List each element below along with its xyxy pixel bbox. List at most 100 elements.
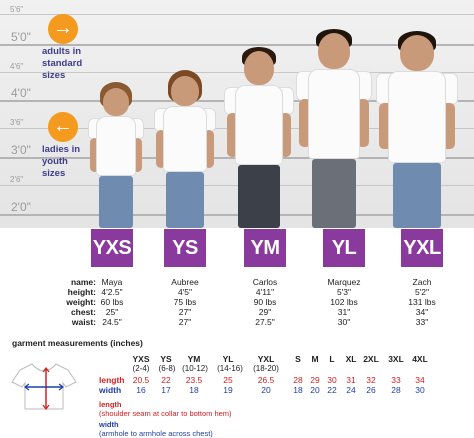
garment-width-value: 28 (391, 385, 401, 395)
garment-length-value: 22 (161, 375, 171, 385)
garment-size-header: 2XL (363, 354, 379, 364)
garment-width-value: 18 (189, 385, 199, 395)
garment-width-value: 16 (136, 385, 146, 395)
name-label: name: (70, 277, 96, 287)
model-waist: 27.5" (255, 317, 275, 327)
garment-size-range: (14-16) (217, 364, 243, 373)
width-row-label: width (99, 385, 122, 395)
scale-label: 3'0" (11, 143, 31, 157)
garment-size-header: XL (345, 354, 357, 364)
waist-label: waist: (71, 317, 96, 327)
model-waist: 27" (178, 317, 192, 327)
scale-label: 2'0" (11, 200, 31, 214)
model-photo-maya (86, 82, 146, 228)
garment-size-header: 3XL (388, 354, 404, 364)
garment-width-value: 19 (223, 385, 233, 395)
garment-size-range: (2-4) (132, 364, 150, 373)
garment-length-value: 25 (223, 375, 233, 385)
garment-size-header: M (311, 354, 319, 364)
model-name: Marquez (327, 277, 361, 287)
model-height: 4'2.5" (101, 287, 123, 297)
model-photo-marquez (296, 29, 372, 228)
weight-label: weight: (66, 297, 96, 307)
garment-length-value: 26.5 (257, 375, 275, 385)
model-chest: 34" (415, 307, 429, 317)
scale-label: 5'6" (10, 5, 24, 14)
adults-note: adults in standard sizes (42, 46, 82, 82)
model-photo-carlos (224, 47, 294, 228)
garment-width-value: 18 (293, 385, 303, 395)
ladies-note: ladies in youth sizes (42, 144, 80, 180)
garment-length-value: 23.5 (185, 375, 203, 385)
scale-line (0, 44, 474, 46)
model-weight: 90 lbs (253, 297, 277, 307)
model-name: Zach (412, 277, 432, 287)
width-note: (armhole to armhole across chest) (99, 429, 213, 438)
model-waist: 24.5" (102, 317, 122, 327)
model-chest: 29" (258, 307, 272, 317)
width-note-title: width (99, 420, 119, 429)
arrow-left-icon: ← (48, 112, 78, 142)
garment-title: garment measurements (inches) (12, 338, 143, 348)
garment-size-header: YM (187, 354, 201, 364)
garment-size-range: (18-20) (253, 364, 279, 373)
model-height: 5'2" (414, 287, 430, 297)
scale-label: 2'6" (10, 175, 24, 184)
garment-size-header: YS (160, 354, 172, 364)
garment-length-value: 34 (415, 375, 425, 385)
model-name: Maya (101, 277, 123, 287)
model-weight: 60 lbs (100, 297, 124, 307)
scale-label: 5'0" (11, 30, 31, 44)
garment-size-range: (10-12) (182, 364, 208, 373)
garment-size-header: S (295, 354, 301, 364)
size-badge-yxs: YXS (91, 229, 133, 267)
garment-length-value: 28 (293, 375, 303, 385)
model-height: 4'11" (255, 287, 275, 297)
model-waist: 33" (415, 317, 429, 327)
height-label: height: (67, 287, 96, 297)
garment-width-value: 26 (366, 385, 376, 395)
scale-label: 4'0" (11, 86, 31, 100)
model-chest: 27" (178, 307, 192, 317)
chest-label: chest: (70, 307, 96, 317)
note-line: ladies in (42, 144, 81, 155)
garment-width-value: 24 (346, 385, 356, 395)
model-name: Carlos (252, 277, 278, 287)
length-note: (shoulder seam at collar to bottom hem) (99, 409, 232, 418)
note-line: adults in (42, 46, 82, 57)
garment-size-header: 4XL (412, 354, 428, 364)
model-weight: 131 lbs (408, 297, 436, 307)
garment-length-value: 29 (310, 375, 320, 385)
scale-line (0, 14, 474, 15)
note-line: standard (42, 58, 83, 69)
model-waist: 30" (337, 317, 351, 327)
scale-label: 3'6" (10, 118, 24, 127)
length-note-title: length (99, 400, 122, 409)
size-badge-ys: YS (164, 229, 206, 267)
tshirt-diagram-icon (11, 363, 77, 410)
model-photo-zach (376, 31, 458, 228)
note-line: youth (42, 156, 68, 167)
model-height: 4'5" (177, 287, 193, 297)
size-badge-yl: YL (323, 229, 365, 267)
size-badge-ym: YM (244, 229, 286, 267)
scale-line (0, 185, 474, 186)
height-chart: 5'6" 5'0" 4'6" 4'0" 3'6" 3'0" 2'6" 2'0" … (0, 0, 474, 228)
garment-size-header: YXS (132, 354, 150, 364)
garment-length-value: 33 (391, 375, 401, 385)
garment-size-header: L (329, 354, 335, 364)
scale-line (0, 214, 474, 216)
garment-width-value: 20 (261, 385, 271, 395)
garment-width-value: 17 (161, 385, 171, 395)
garment-length-value: 20.5 (132, 375, 150, 385)
note-line: sizes (42, 70, 66, 81)
arrow-right-icon: → (48, 14, 78, 44)
model-chest: 25" (105, 307, 119, 317)
model-name: Aubree (171, 277, 199, 287)
model-height: 5'3" (336, 287, 352, 297)
garment-width-value: 20 (310, 385, 320, 395)
model-weight: 102 lbs (330, 297, 358, 307)
garment-length-value: 31 (346, 375, 356, 385)
model-weight: 75 lbs (173, 297, 197, 307)
